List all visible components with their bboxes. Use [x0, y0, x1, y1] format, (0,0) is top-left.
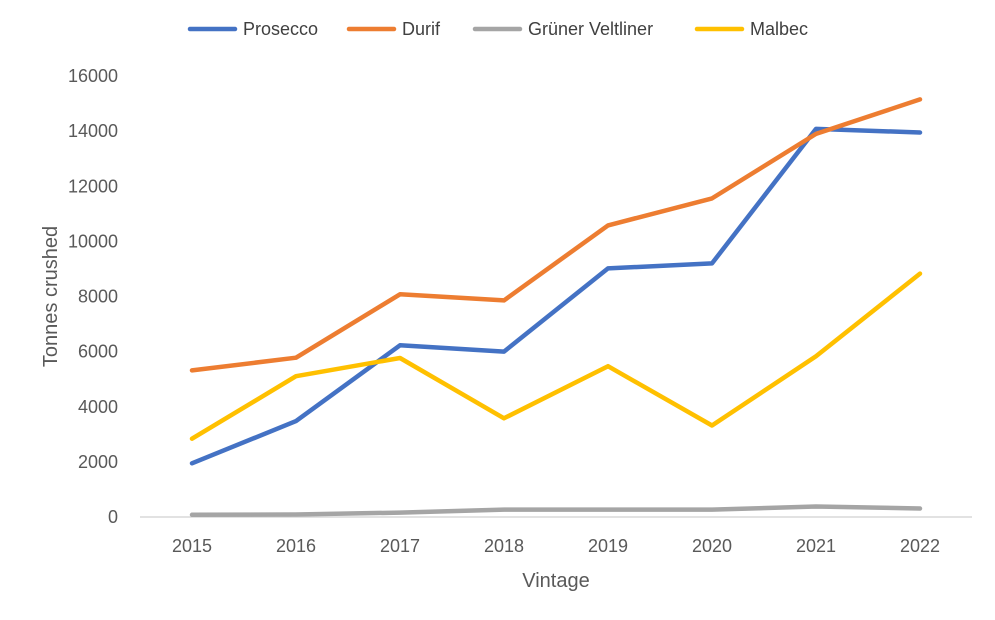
legend-label: Prosecco: [243, 19, 318, 39]
y-axis-tick-labels: 0 2000 4000 6000 8000 10000 12000 14000 16000: [68, 66, 118, 527]
y-tick-label: 6000: [78, 342, 118, 362]
legend-label: Grüner Veltliner: [528, 19, 653, 39]
y-tick-label: 10000: [68, 231, 118, 251]
x-axis-title: Vintage: [522, 570, 589, 592]
series-line-malbec: [189, 271, 923, 441]
legend-item-gr-ner-veltliner: Grüner Veltliner: [472, 19, 653, 39]
legend-label: Durif: [402, 19, 441, 39]
x-axis-tick-labels: 2015 2016 2017 2018 2019 2020 2021 2022: [172, 536, 940, 556]
series-line-prosecco: [189, 126, 923, 466]
y-tick-label: 12000: [68, 176, 118, 196]
y-tick-label: 2000: [78, 452, 118, 472]
x-tick-label: 2017: [380, 536, 420, 556]
y-tick-label: 0: [108, 507, 118, 527]
series-lines: [189, 97, 923, 518]
y-axis-title: Tonnes crushed: [40, 226, 62, 367]
x-tick-label: 2020: [692, 536, 732, 556]
x-tick-label: 2021: [796, 536, 836, 556]
series-line-gr-ner-veltliner: [189, 504, 923, 518]
legend: Prosecco Durif Grüner Veltliner Malbec: [187, 19, 808, 39]
x-tick-label: 2016: [276, 536, 316, 556]
series-line-durif: [189, 97, 923, 373]
y-tick-label: 4000: [78, 397, 118, 417]
legend-item-prosecco: Prosecco: [187, 19, 318, 39]
x-tick-label: 2022: [900, 536, 940, 556]
x-tick-label: 2019: [588, 536, 628, 556]
y-tick-label: 16000: [68, 66, 118, 86]
y-tick-label: 8000: [78, 287, 118, 307]
legend-item-malbec: Malbec: [694, 19, 808, 39]
y-tick-label: 14000: [68, 121, 118, 141]
x-tick-label: 2015: [172, 536, 212, 556]
legend-label: Malbec: [750, 19, 808, 39]
legend-item-durif: Durif: [346, 19, 441, 39]
x-tick-label: 2018: [484, 536, 524, 556]
